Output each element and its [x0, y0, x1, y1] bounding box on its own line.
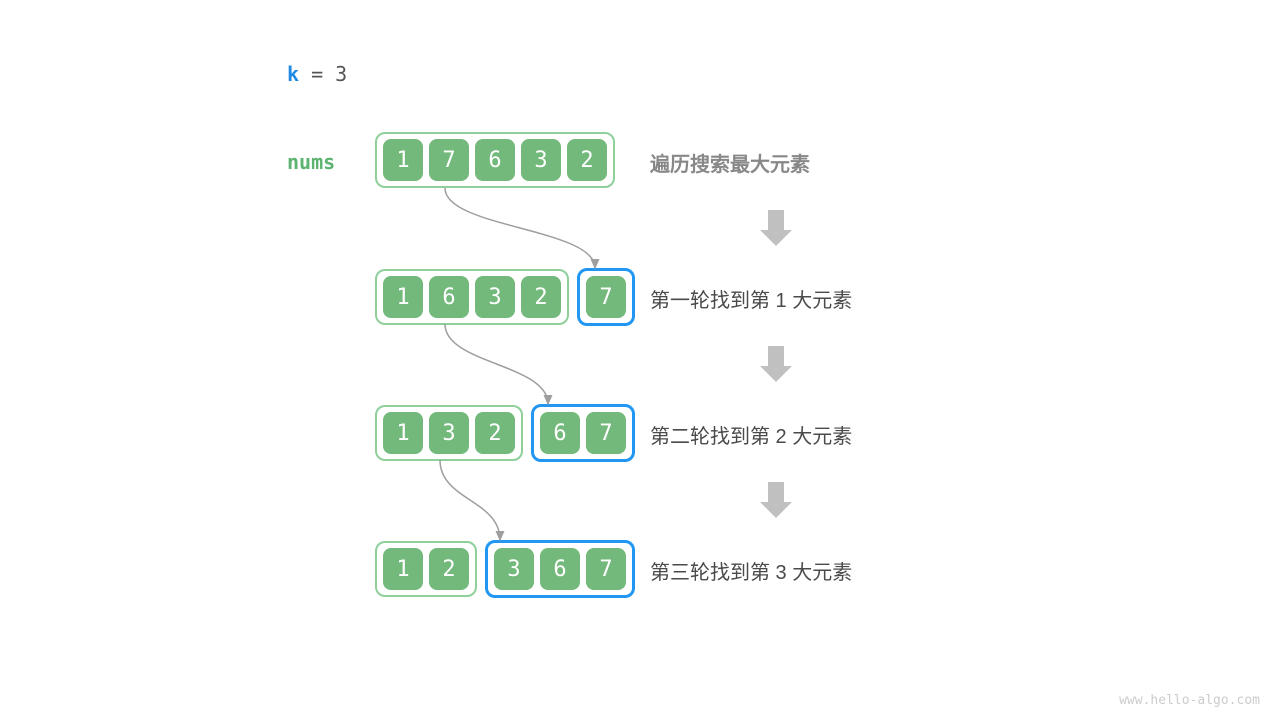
array-group: 67	[531, 404, 635, 462]
array-cell: 7	[586, 548, 626, 590]
k-variable: k	[287, 62, 299, 86]
array-group: 1632	[375, 269, 569, 325]
array-cell: 1	[383, 412, 423, 454]
array-group: 132	[375, 405, 523, 461]
array-group: 7	[577, 268, 635, 326]
array-cell: 3	[429, 412, 469, 454]
row-2: 13267	[375, 404, 635, 462]
equals-sign: =	[299, 62, 335, 86]
row-caption: 遍历搜索最大元素	[650, 148, 810, 177]
array-cell: 7	[586, 276, 626, 318]
array-cell: 6	[475, 139, 515, 181]
array-group: 367	[485, 540, 635, 598]
array-cell: 2	[429, 548, 469, 590]
array-cell: 7	[429, 139, 469, 181]
array-cell: 1	[383, 548, 423, 590]
array-cell: 2	[567, 139, 607, 181]
row-caption: 第二轮找到第 2 大元素	[650, 420, 852, 449]
connector-arrows	[0, 0, 1280, 720]
k-value: 3	[335, 62, 347, 86]
array-cell: 2	[521, 276, 561, 318]
array-cell: 2	[475, 412, 515, 454]
array-cell: 1	[383, 276, 423, 318]
nums-label: nums	[287, 150, 335, 174]
row-caption: 第一轮找到第 1 大元素	[650, 284, 852, 313]
array-cell: 3	[475, 276, 515, 318]
array-cell: 6	[540, 412, 580, 454]
row-caption: 第三轮找到第 3 大元素	[650, 556, 852, 585]
array-cell: 3	[521, 139, 561, 181]
watermark: www.hello-algo.com	[1119, 693, 1260, 708]
array-cell: 1	[383, 139, 423, 181]
array-cell: 3	[494, 548, 534, 590]
array-cell: 7	[586, 412, 626, 454]
row-0: 17632	[375, 132, 615, 188]
array-cell: 6	[540, 548, 580, 590]
row-3: 12367	[375, 540, 635, 598]
array-group: 12	[375, 541, 477, 597]
row-1: 16327	[375, 268, 635, 326]
array-cell: 6	[429, 276, 469, 318]
k-assignment: k = 3	[287, 62, 347, 86]
array-group: 17632	[375, 132, 615, 188]
